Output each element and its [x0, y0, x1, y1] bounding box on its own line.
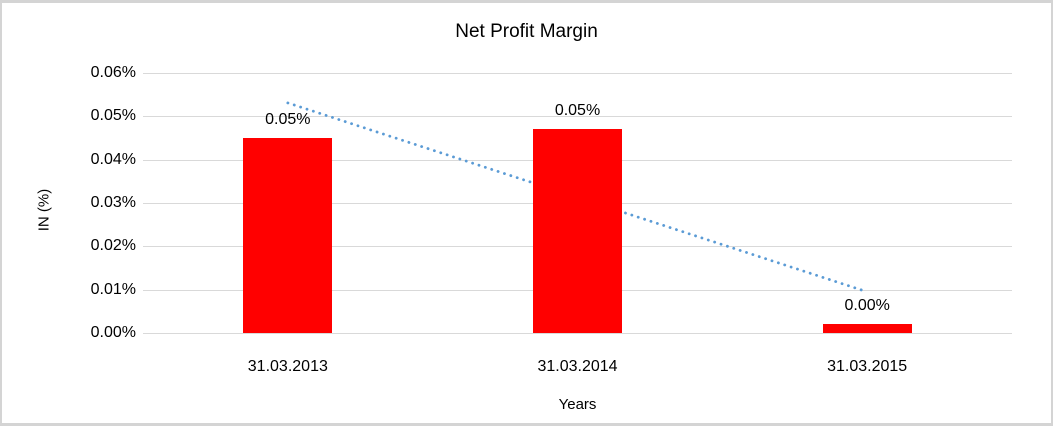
y-tick-label: 0.05% — [90, 107, 136, 125]
x-tick-label: 31.03.2015 — [827, 358, 908, 375]
bar-value-label: 0.05% — [265, 111, 311, 128]
y-tick-label: 0.02% — [90, 237, 136, 255]
trendline-segment — [286, 101, 869, 294]
trendline — [286, 101, 869, 294]
gridline — [143, 116, 1012, 118]
bar — [243, 138, 333, 333]
chart-title: Net Profit Margin — [455, 21, 598, 42]
bar — [822, 324, 912, 333]
y-tick-label: 0.06% — [90, 64, 136, 81]
x-tick-label: 31.03.2014 — [537, 358, 618, 375]
y-tick-label: 0.04% — [90, 150, 136, 168]
gridline — [143, 333, 1012, 334]
gridline — [143, 73, 1012, 74]
x-axis-title: Years — [558, 396, 597, 413]
bar — [533, 129, 622, 333]
y-tick-label: 0.03% — [90, 194, 136, 211]
y-tick-label: 0.01% — [90, 280, 136, 298]
bar-value-label: 0.00% — [844, 297, 890, 315]
x-tick-label: 31.03.2013 — [247, 358, 328, 375]
y-tick-label: 0.00% — [90, 324, 136, 341]
bar-value-label: 0.05% — [554, 102, 601, 120]
